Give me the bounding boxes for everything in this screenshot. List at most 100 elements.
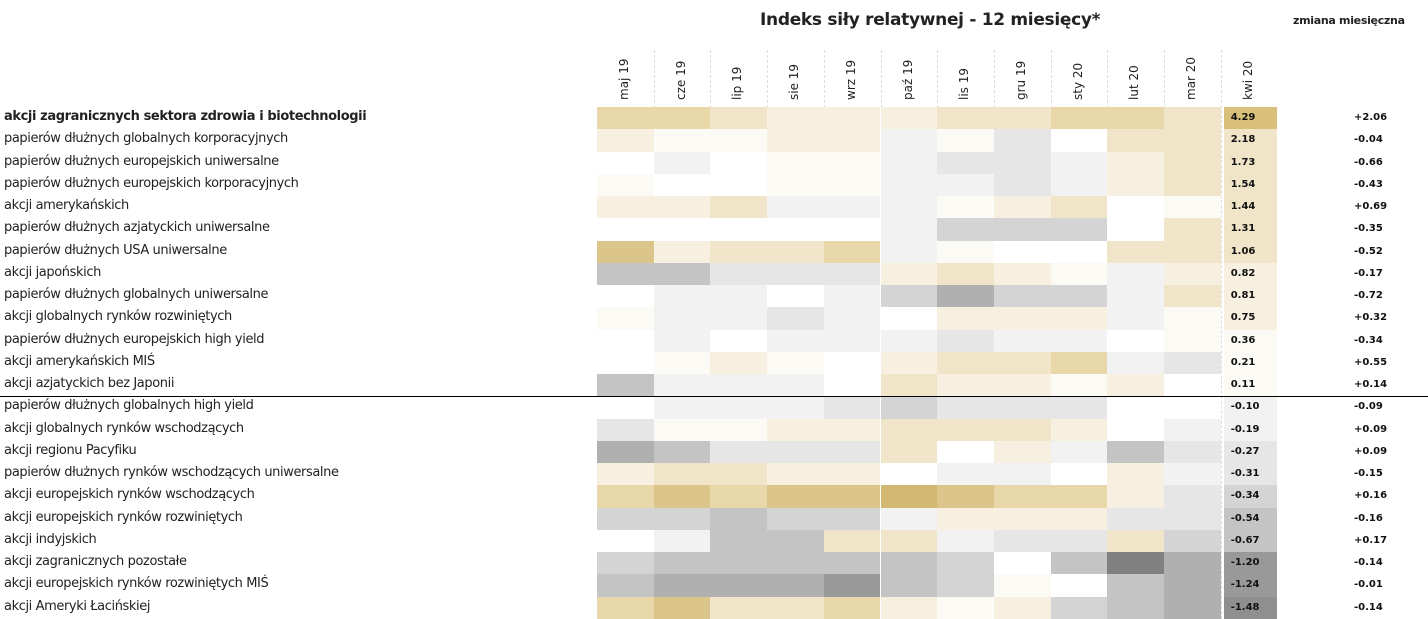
heat-cell xyxy=(993,552,1051,575)
heat-cell xyxy=(823,129,881,152)
heat-cell xyxy=(653,329,711,352)
heat-cell xyxy=(880,507,938,530)
heat-cell xyxy=(993,440,1051,464)
current-value: -1.48 xyxy=(1230,601,1260,613)
heat-cell xyxy=(767,196,824,219)
row-label: akcji japońskich xyxy=(4,264,101,280)
monthly-change: +0.09 xyxy=(1354,445,1388,457)
row-label: akcji zagranicznych pozostałe xyxy=(4,554,187,570)
heat-cell xyxy=(653,285,711,308)
heat-cell xyxy=(710,107,768,130)
current-value: 1.06 xyxy=(1230,245,1256,257)
heat-cell xyxy=(1164,173,1221,197)
heat-cell xyxy=(1164,463,1221,486)
heat-cell xyxy=(823,507,881,530)
current-value: 1.54 xyxy=(1230,178,1256,190)
heat-cell xyxy=(993,396,1051,419)
heat-cell xyxy=(1050,351,1108,375)
monthly-change: -0.52 xyxy=(1354,245,1383,257)
heat-cell xyxy=(1223,574,1278,597)
heat-cell xyxy=(880,418,938,441)
heat-cell xyxy=(1107,507,1164,530)
heat-cell xyxy=(597,262,654,286)
heat-cell xyxy=(1050,129,1108,152)
current-value: -0.67 xyxy=(1230,534,1260,546)
row-label: akcji europejskich rynków rozwiniętych xyxy=(4,509,243,525)
heat-cell xyxy=(823,463,881,486)
heat-cell xyxy=(937,285,994,308)
heat-cell xyxy=(1164,552,1221,575)
current-value: -0.10 xyxy=(1230,401,1260,413)
heat-cell xyxy=(597,107,654,130)
heat-cell xyxy=(823,285,881,308)
heat-cell xyxy=(1050,596,1108,619)
heat-cell xyxy=(880,129,938,152)
current-value: 0.36 xyxy=(1230,334,1256,346)
monthly-change: +0.32 xyxy=(1354,312,1388,324)
heat-cell xyxy=(653,196,711,219)
heat-cell xyxy=(880,285,938,308)
heat-cell xyxy=(710,596,768,619)
heat-cell xyxy=(880,374,938,397)
heat-cell xyxy=(937,351,994,375)
heat-cell xyxy=(937,307,994,330)
monthly-change: -0.14 xyxy=(1354,601,1383,613)
heat-cell xyxy=(937,396,994,419)
month-header: sie 19 xyxy=(787,63,802,100)
heat-cell xyxy=(823,329,881,352)
heat-cell xyxy=(597,129,654,152)
heat-cell xyxy=(823,307,881,330)
heat-cell xyxy=(1164,351,1221,375)
heat-cell xyxy=(1050,307,1108,330)
heat-cell xyxy=(1107,173,1164,197)
heat-cell xyxy=(653,440,711,464)
heat-cell xyxy=(880,329,938,352)
heat-cell xyxy=(1223,507,1278,530)
heat-cell xyxy=(653,596,711,619)
heat-cell xyxy=(710,351,768,375)
heat-cell xyxy=(1107,596,1164,619)
heat-cell xyxy=(993,307,1051,330)
heat-cell xyxy=(1050,529,1108,553)
heat-cell xyxy=(1050,329,1108,352)
heat-cell xyxy=(653,396,711,419)
heat-cell xyxy=(710,151,768,174)
month-header: gru 19 xyxy=(1013,60,1028,100)
heat-cell xyxy=(823,574,881,597)
row-label: papierów dłużnych europejskich korporacy… xyxy=(4,175,299,191)
month-header: sty 20 xyxy=(1070,62,1085,100)
heat-cell xyxy=(1107,307,1164,330)
heat-cell xyxy=(993,485,1051,508)
heat-cell xyxy=(1164,507,1221,530)
heat-cell xyxy=(937,596,994,619)
heat-cell xyxy=(1223,196,1278,219)
heat-cell xyxy=(710,196,768,219)
heat-cell xyxy=(937,129,994,152)
heat-cell xyxy=(710,418,768,441)
current-value: -0.19 xyxy=(1230,423,1260,435)
current-value: -0.31 xyxy=(1230,468,1260,480)
month-header: maj 19 xyxy=(617,58,631,100)
heat-cell xyxy=(710,574,768,597)
heat-cell xyxy=(823,596,881,619)
heat-cell xyxy=(710,240,768,263)
monthly-change: -0.15 xyxy=(1354,468,1383,480)
current-value: 1.31 xyxy=(1230,223,1256,235)
heat-cell xyxy=(597,196,654,219)
heat-cell xyxy=(1050,173,1108,197)
heat-cell xyxy=(710,374,768,397)
current-value: -1.24 xyxy=(1230,579,1260,591)
heat-cell xyxy=(993,596,1051,619)
heat-cell xyxy=(1164,418,1221,441)
heat-cell xyxy=(653,151,711,174)
heat-cell xyxy=(1050,418,1108,441)
heat-cell xyxy=(653,374,711,397)
monthly-change: -0.04 xyxy=(1354,134,1383,146)
heat-cell xyxy=(767,440,824,464)
heat-cell xyxy=(1164,129,1221,152)
monthly-change: -0.34 xyxy=(1354,334,1383,346)
current-value: 1.44 xyxy=(1230,201,1256,213)
heat-cell xyxy=(1164,574,1221,597)
heat-cell xyxy=(993,240,1051,263)
heat-cell xyxy=(823,440,881,464)
